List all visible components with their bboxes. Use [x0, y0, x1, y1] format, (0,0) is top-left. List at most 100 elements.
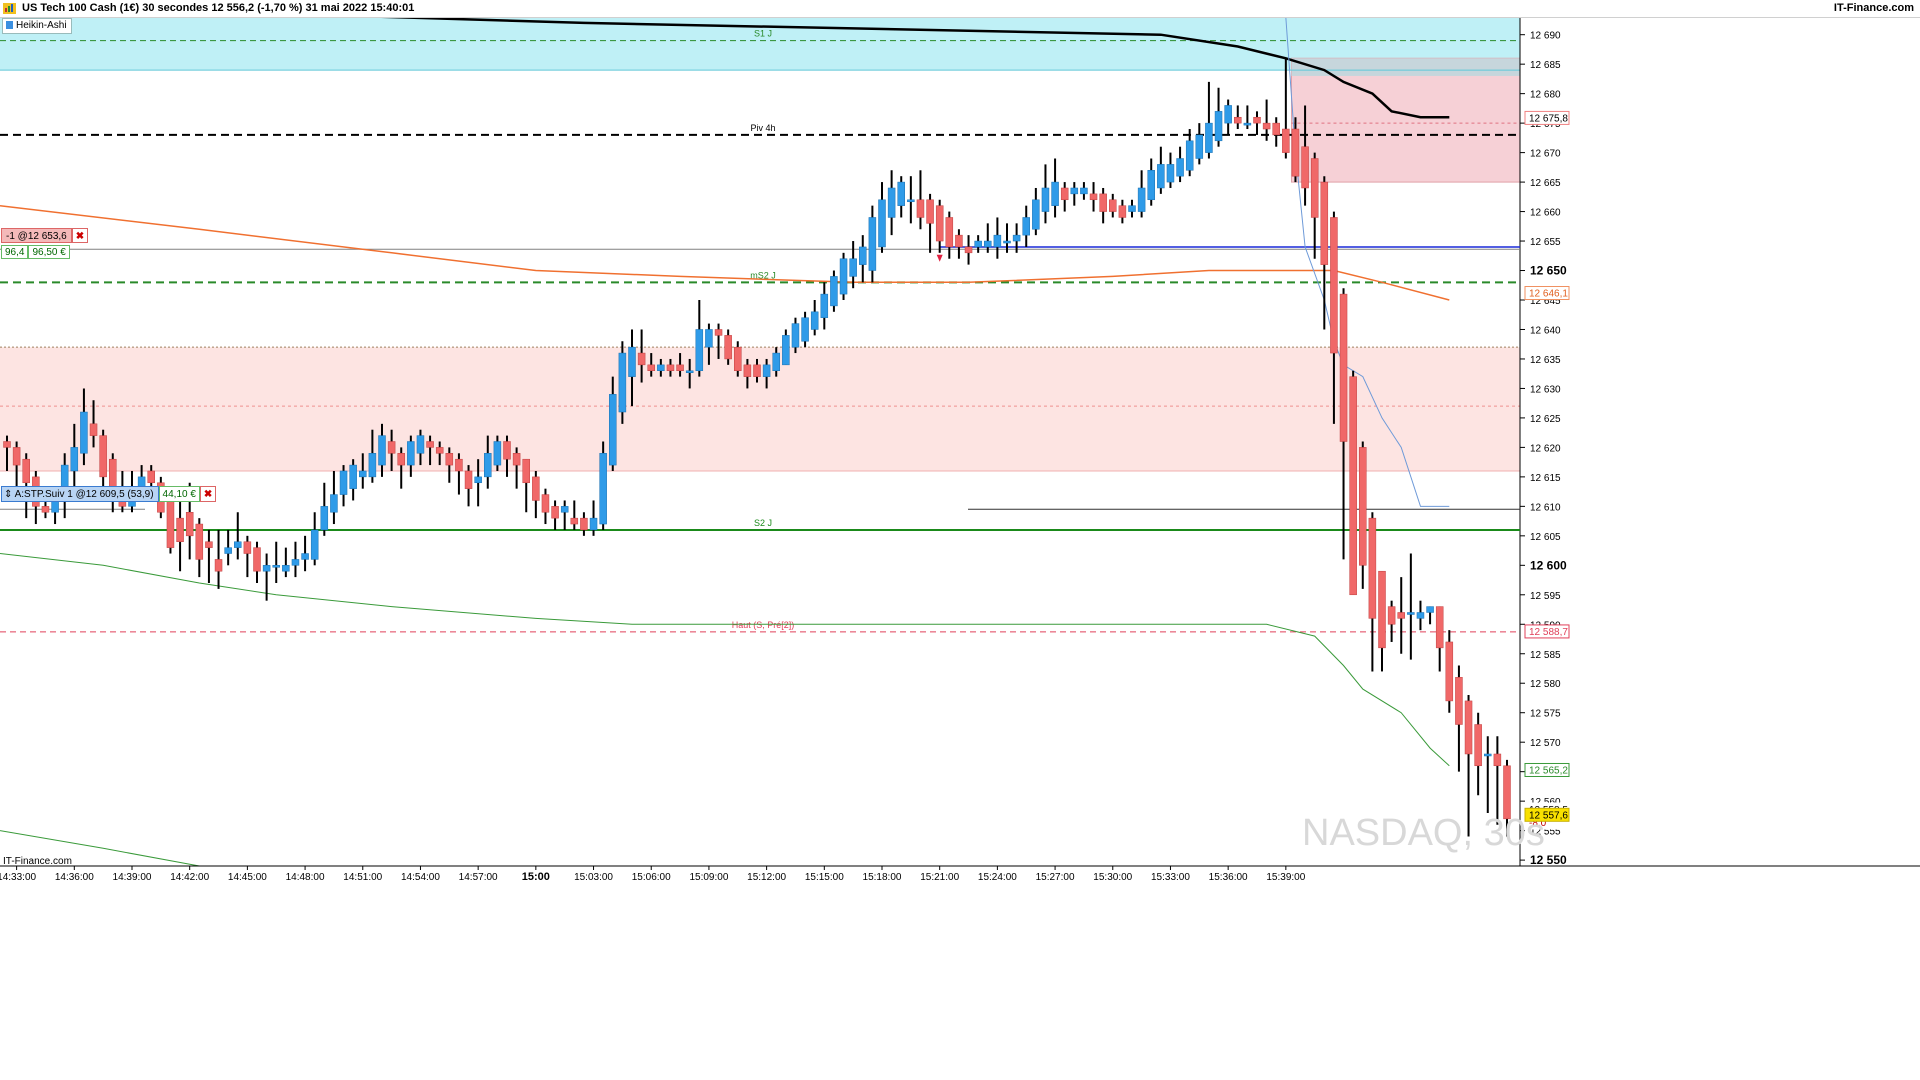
candle[interactable] — [830, 270, 838, 312]
candle-body[interactable] — [330, 494, 338, 513]
candle[interactable] — [551, 500, 559, 530]
candle[interactable] — [1310, 152, 1319, 259]
candle[interactable] — [1291, 117, 1300, 183]
candle[interactable] — [503, 435, 511, 477]
candle-body[interactable] — [1484, 753, 1492, 757]
candle-body[interactable] — [426, 441, 434, 448]
candle-body[interactable] — [445, 453, 454, 466]
candle-body[interactable] — [1166, 164, 1175, 183]
candle[interactable] — [762, 358, 771, 389]
candle[interactable] — [1243, 105, 1252, 130]
candle-body[interactable] — [753, 364, 761, 377]
candle-body[interactable] — [1032, 199, 1040, 230]
candle-body[interactable] — [830, 276, 838, 307]
candle-body[interactable] — [839, 258, 848, 295]
candle-body[interactable] — [935, 205, 944, 242]
candle-body[interactable] — [1012, 234, 1021, 242]
candle[interactable] — [70, 423, 79, 489]
candle[interactable] — [628, 329, 636, 407]
candle-body[interactable] — [1003, 240, 1011, 244]
candle-body[interactable] — [1387, 606, 1396, 625]
candle-body[interactable] — [907, 199, 915, 203]
order-close-button[interactable]: ✖ — [71, 228, 89, 243]
candle-body[interactable] — [147, 470, 155, 484]
stop-tag[interactable]: ⇕ A:STP.Suiv 1 @12 609,5 (53,9) 44,10 € … — [1, 486, 217, 502]
candle[interactable] — [330, 470, 338, 525]
candle-body[interactable] — [1051, 181, 1059, 206]
candle-body[interactable] — [791, 323, 800, 348]
candle-body[interactable] — [1378, 570, 1386, 649]
candle[interactable] — [1147, 158, 1155, 206]
candle-body[interactable] — [282, 565, 290, 572]
candle-body[interactable] — [339, 470, 348, 495]
candle-body[interactable] — [685, 370, 694, 373]
candle[interactable] — [532, 470, 540, 519]
candle[interactable] — [705, 323, 713, 365]
candle[interactable] — [445, 447, 454, 483]
candle[interactable] — [1455, 665, 1463, 772]
candle-body[interactable] — [455, 458, 463, 472]
candle[interactable] — [1262, 99, 1271, 141]
candle-body[interactable] — [1253, 116, 1261, 124]
candle-body[interactable] — [12, 447, 21, 466]
candle-body[interactable] — [1041, 187, 1050, 212]
candle[interactable] — [1166, 152, 1175, 188]
indicator-label[interactable]: Heikin-Ashi — [2, 18, 72, 34]
candle-body[interactable] — [1185, 140, 1194, 171]
candle-body[interactable] — [955, 234, 963, 248]
candle[interactable] — [1272, 117, 1280, 147]
candle[interactable] — [820, 282, 829, 330]
candle-body[interactable] — [320, 506, 329, 531]
candle[interactable] — [637, 329, 646, 383]
candle[interactable] — [291, 541, 300, 578]
candle[interactable] — [301, 535, 309, 572]
candle-body[interactable] — [387, 441, 396, 454]
candle-body[interactable] — [705, 329, 713, 348]
candle[interactable] — [416, 429, 425, 466]
candle-body[interactable] — [262, 565, 271, 572]
candle[interactable] — [1214, 87, 1223, 147]
candle-body[interactable] — [359, 470, 367, 478]
candle-body[interactable] — [522, 458, 530, 484]
candle-body[interactable] — [1205, 122, 1213, 153]
candle[interactable] — [1378, 570, 1386, 672]
candle-body[interactable] — [1282, 128, 1290, 153]
candle[interactable] — [1224, 99, 1232, 135]
candle[interactable] — [1109, 193, 1117, 218]
candle[interactable] — [1118, 199, 1127, 224]
candle[interactable] — [1349, 370, 1357, 596]
candle[interactable] — [1282, 58, 1290, 159]
candle-body[interactable] — [349, 464, 357, 489]
candle-body[interactable] — [1272, 122, 1280, 136]
candle-body[interactable] — [580, 517, 588, 531]
candle[interactable] — [849, 241, 857, 289]
candle[interactable] — [897, 176, 905, 218]
candle-body[interactable] — [637, 352, 646, 366]
candle[interactable] — [609, 376, 617, 471]
candle[interactable] — [599, 441, 607, 530]
candle-body[interactable] — [657, 364, 665, 371]
candle[interactable] — [253, 541, 261, 583]
candle-body[interactable] — [1310, 158, 1319, 218]
candle[interactable] — [243, 535, 252, 578]
candle[interactable] — [1368, 512, 1377, 672]
candle[interactable] — [3, 435, 11, 471]
candle[interactable] — [1484, 736, 1492, 813]
candle[interactable] — [1032, 187, 1040, 236]
candle-body[interactable] — [378, 435, 386, 466]
candle[interactable] — [1253, 111, 1261, 135]
candle[interactable] — [234, 512, 242, 560]
candle[interactable] — [1435, 606, 1444, 672]
candle-body[interactable] — [80, 411, 88, 454]
candle[interactable] — [310, 512, 319, 566]
candle[interactable] — [734, 341, 742, 377]
candle[interactable] — [426, 435, 434, 466]
candle[interactable] — [1176, 146, 1184, 183]
candle-body[interactable] — [1455, 677, 1463, 725]
candle[interactable] — [1339, 288, 1348, 560]
candle[interactable] — [1464, 695, 1473, 837]
candle[interactable] — [1416, 600, 1425, 631]
candle-body[interactable] — [589, 517, 598, 531]
candle-body[interactable] — [1359, 447, 1367, 566]
candle[interactable] — [974, 235, 982, 253]
